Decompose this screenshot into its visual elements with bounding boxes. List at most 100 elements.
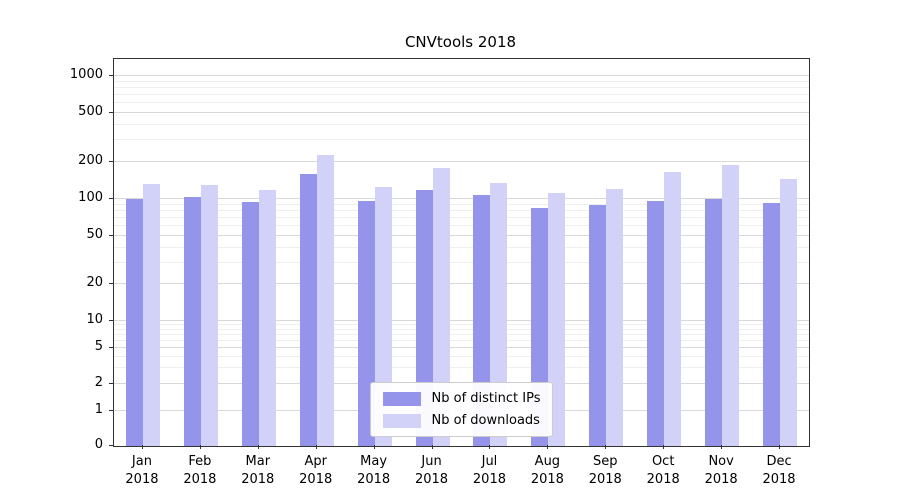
y-tick-mark: [109, 75, 113, 76]
minor-gridline: [114, 203, 809, 205]
x-tick-label: Apr 2018: [299, 454, 333, 487]
x-tick-mark: [199, 445, 201, 449]
minor-gridline: [114, 216, 809, 218]
bar-ips-apr: [299, 173, 317, 446]
bar-ips-sep: [589, 205, 607, 446]
bar-ips-mar: [241, 202, 259, 446]
y-tick-mark: [109, 347, 113, 349]
major-gridline: [114, 75, 809, 76]
x-tick-label: Aug 2018: [530, 454, 564, 487]
bars-layer: [114, 59, 809, 446]
legend-item-downloads: Nb of downloads: [382, 413, 541, 428]
major-gridline: [114, 198, 809, 199]
minor-gridline: [114, 324, 809, 326]
x-tick-mark: [489, 445, 491, 449]
y-tick-label: 200: [78, 152, 103, 168]
major-gridline: [114, 234, 809, 236]
major-gridline: [114, 347, 809, 349]
bar-ips-jan: [125, 199, 143, 446]
major-gridline: [114, 112, 809, 114]
x-tick-label: May 2018: [357, 454, 391, 487]
y-tick-label: 20: [86, 275, 103, 291]
y-tick-mark: [109, 382, 113, 384]
bar-downloads-mar: [258, 190, 276, 446]
minor-gridline: [114, 94, 809, 96]
chart-title: CNVtools 2018: [404, 33, 517, 51]
y-tick-mark: [109, 445, 113, 446]
y-tick-label: 2: [94, 374, 103, 390]
y-tick-mark: [109, 160, 113, 162]
minor-gridline: [114, 261, 809, 263]
x-tick-mark: [547, 445, 549, 449]
bar-downloads-apr: [316, 154, 334, 446]
minor-gridline: [114, 209, 809, 211]
minor-gridline: [114, 80, 809, 82]
bar-downloads-jun: [432, 167, 450, 446]
bar-downloads-sep: [606, 189, 624, 446]
major-gridline: [114, 283, 809, 285]
y-tick-mark: [109, 234, 113, 236]
bar-ips-feb: [183, 196, 201, 446]
minor-gridline: [114, 333, 809, 335]
y-tick-mark: [109, 283, 113, 285]
minor-gridline: [114, 339, 809, 341]
legend-label-downloads: Nb of downloads: [431, 413, 540, 428]
bar-downloads-dec: [780, 179, 798, 446]
x-tick-label: Jan 2018: [125, 454, 159, 487]
legend-swatch-distinct-ips: [382, 391, 421, 406]
x-tick-label: Feb 2018: [183, 454, 217, 487]
x-tick-label: Oct 2018: [646, 454, 680, 487]
bar-ips-nov: [705, 199, 723, 446]
y-tick-label: 0: [94, 437, 103, 452]
minor-gridline: [114, 86, 809, 88]
bar-downloads-nov: [722, 164, 740, 446]
legend: Nb of distinct IPs Nb of downloads: [369, 382, 554, 437]
x-tick-mark: [779, 445, 781, 449]
bar-ips-oct: [647, 201, 665, 446]
major-gridline: [114, 160, 809, 162]
minor-gridline: [114, 246, 809, 248]
y-tick-label: 1: [94, 402, 103, 417]
bar-downloads-may: [374, 187, 392, 446]
x-tick-label: Jul 2018: [472, 454, 506, 487]
bar-downloads-jan: [142, 183, 160, 446]
minor-gridline: [114, 139, 809, 141]
legend-swatch-downloads: [382, 413, 421, 428]
x-tick-mark: [315, 445, 317, 449]
minor-gridline: [114, 328, 809, 330]
bar-downloads-oct: [664, 172, 682, 446]
x-tick-mark: [141, 445, 143, 449]
x-tick-mark: [721, 445, 723, 449]
y-tick-label: 50: [86, 226, 103, 242]
y-tick-mark: [109, 410, 113, 411]
x-tick-label: Nov 2018: [704, 454, 738, 487]
minor-gridline: [114, 102, 809, 104]
minor-gridline: [114, 367, 809, 369]
x-tick-label: Dec 2018: [762, 454, 796, 487]
minor-gridline: [114, 355, 809, 357]
x-tick-mark: [257, 445, 259, 449]
x-tick-label: Mar 2018: [241, 454, 275, 487]
y-tick-label: 1000: [69, 67, 103, 82]
x-tick-mark: [431, 445, 433, 449]
x-tick-label: Jun 2018: [414, 454, 449, 487]
y-tick-mark: [109, 320, 113, 321]
bar-ips-dec: [763, 203, 781, 446]
x-tick-label: Sep 2018: [588, 454, 622, 487]
major-gridline: [114, 320, 809, 321]
x-tick-mark: [605, 445, 607, 449]
legend-item-distinct-ips: Nb of distinct IPs: [382, 391, 541, 406]
x-tick-mark: [373, 445, 375, 449]
minor-gridline: [114, 123, 809, 125]
bar-downloads-feb: [200, 185, 218, 446]
y-tick-label: 500: [78, 104, 103, 120]
minor-gridline: [114, 225, 809, 227]
legend-label-distinct-ips: Nb of distinct IPs: [431, 391, 541, 406]
bar-downloads-jul: [490, 182, 508, 446]
plot-area: Nb of distinct IPs Nb of downloads: [113, 58, 810, 447]
y-tick-mark: [109, 198, 113, 199]
y-tick-label: 100: [78, 190, 103, 205]
x-tick-mark: [663, 445, 665, 449]
y-tick-label: 5: [94, 339, 103, 355]
